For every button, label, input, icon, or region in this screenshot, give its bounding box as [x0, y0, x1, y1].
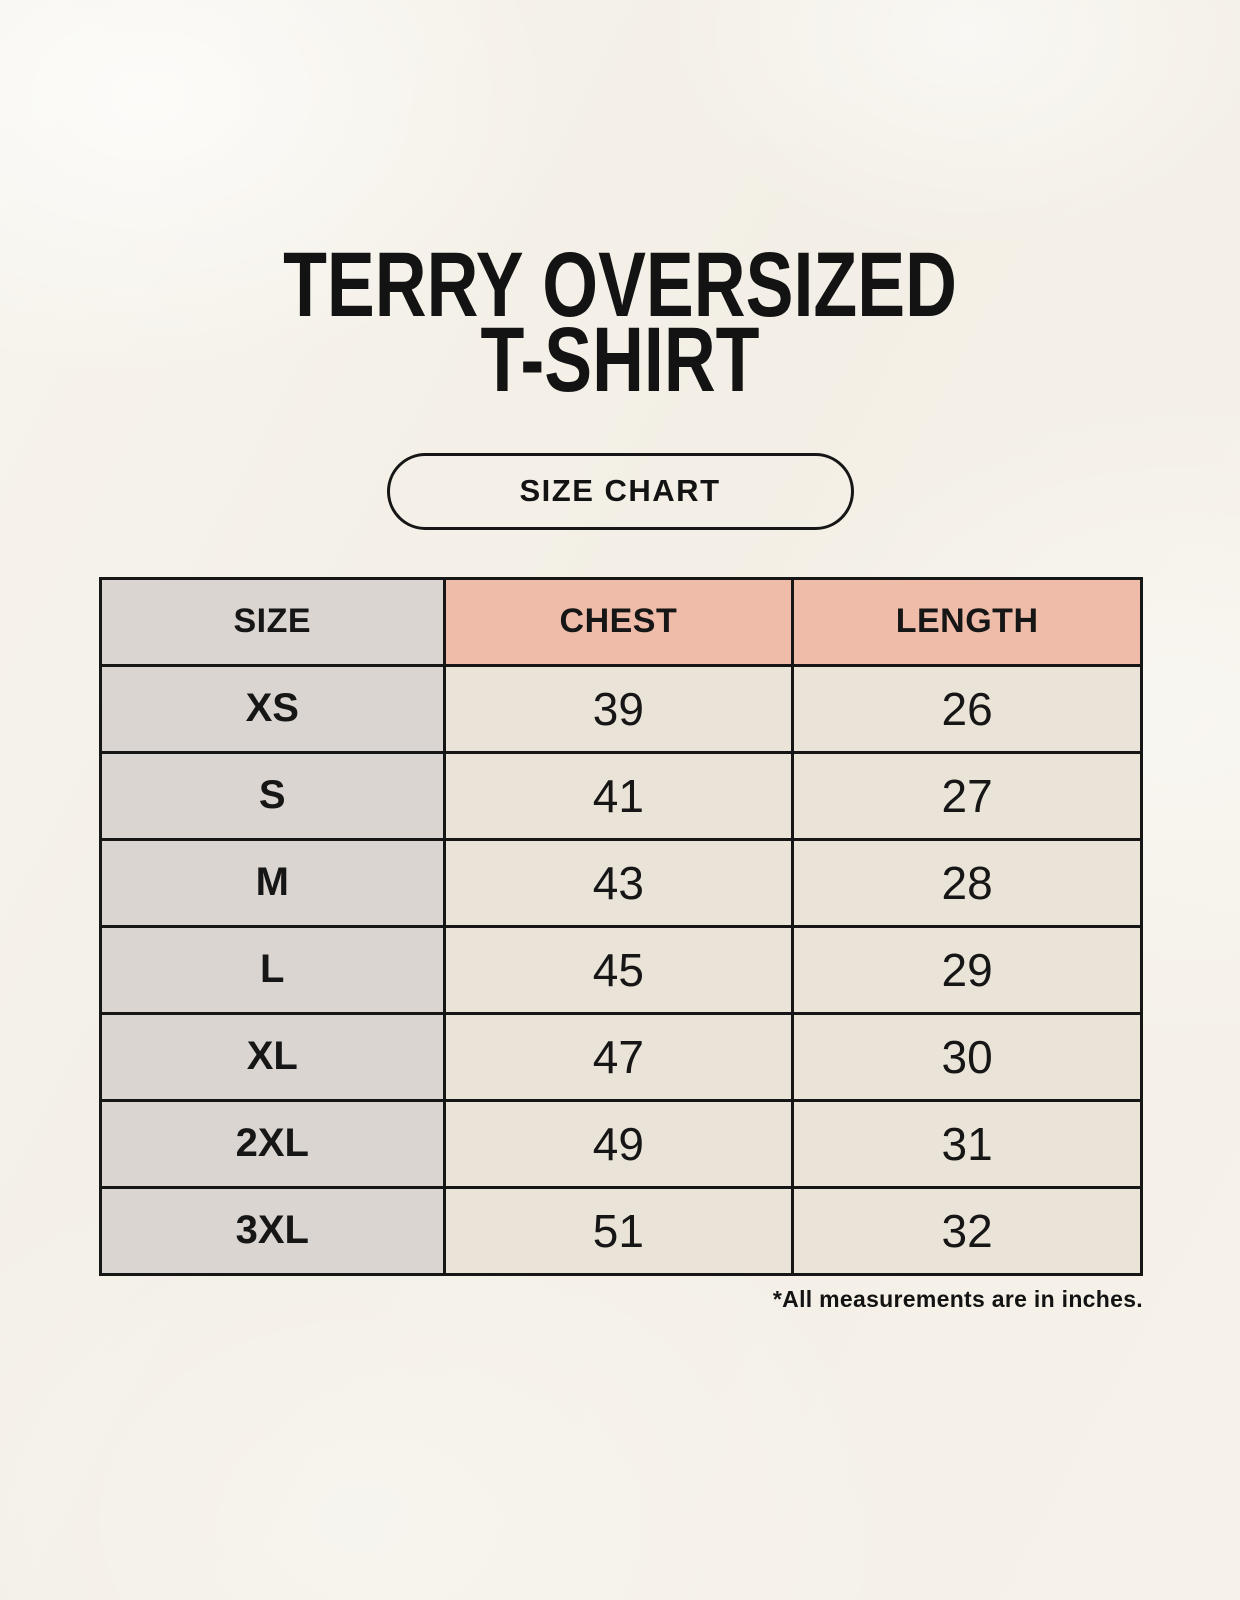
size-table: SIZE CHEST LENGTH XS 39 26 S 41 27 M 43 …	[99, 576, 1143, 1276]
length-value-cell: 30	[791, 1011, 1143, 1102]
chest-value-cell: 39	[442, 663, 795, 754]
table-row: M 43 28	[99, 837, 1143, 928]
length-value-cell: 31	[791, 1098, 1143, 1189]
size-cell: M	[99, 837, 446, 928]
table-row: S 41 27	[99, 750, 1143, 841]
length-value-cell: 26	[791, 663, 1143, 754]
header-row: SIZE CHEST LENGTH	[99, 576, 1143, 667]
chest-value-cell: 51	[442, 1185, 795, 1276]
size-cell: XL	[99, 1011, 446, 1102]
size-cell: L	[99, 924, 446, 1015]
size-cell: 3XL	[99, 1185, 446, 1276]
size-cell: 2XL	[99, 1098, 446, 1189]
chest-value-cell: 49	[442, 1098, 795, 1189]
length-value-cell: 29	[791, 924, 1143, 1015]
chest-value-cell: 43	[442, 837, 795, 928]
table-row: XL 47 30	[99, 1011, 1143, 1102]
length-value-cell: 32	[791, 1185, 1143, 1276]
product-title: TERRY OVERSIZED T-SHIRT	[0, 0, 1240, 412]
size-chart-badge: SIZE CHART	[386, 452, 854, 530]
table-row: 3XL 51 32	[99, 1185, 1143, 1276]
length-value-cell: 27	[791, 750, 1143, 841]
chest-value-cell: 41	[442, 750, 795, 841]
table-row: XS 39 26	[99, 663, 1143, 754]
product-title-line-2: T-SHIRT	[480, 309, 760, 412]
header-cell-size: SIZE	[99, 576, 446, 667]
size-cell: S	[99, 750, 446, 841]
length-value-cell: 28	[791, 837, 1143, 928]
size-chart-badge-label: SIZE CHART	[519, 473, 721, 509]
product-title-line-1: TERRY OVERSIZED	[283, 234, 957, 336]
chest-value-cell: 47	[442, 1011, 795, 1102]
size-cell: XS	[99, 663, 446, 754]
chest-value-cell: 45	[442, 924, 795, 1015]
table-row: 2XL 49 31	[99, 1098, 1143, 1189]
header-cell-length: LENGTH	[791, 576, 1143, 667]
table-row: L 45 29	[99, 924, 1143, 1015]
measurements-footnote: *All measurements are in inches.	[772, 1285, 1143, 1312]
header-cell-chest: CHEST	[442, 576, 795, 667]
